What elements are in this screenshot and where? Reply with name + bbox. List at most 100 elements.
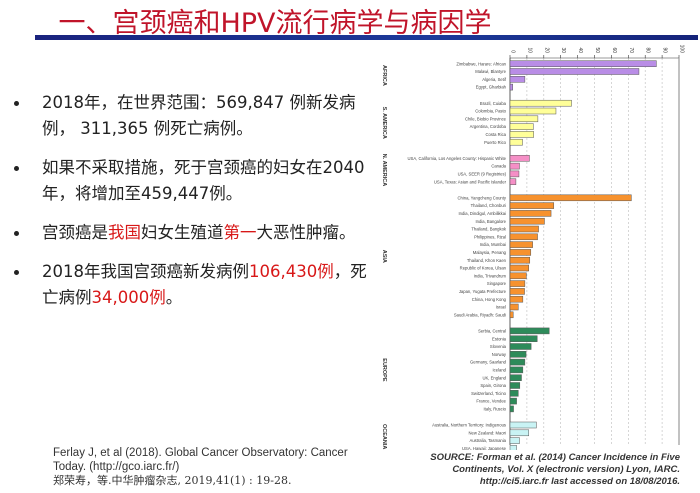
category-label: Thailand, Bangkok [471, 227, 507, 232]
bar [509, 327, 550, 335]
category-label: Australia, Northern Territory: Indigenou… [432, 423, 506, 428]
group-label: S. AMERICA [381, 107, 387, 139]
tick-label: 80 [645, 47, 651, 53]
chart-source: SOURCE: Forman et al. (2014) Cancer Inci… [392, 452, 680, 488]
category-label: Malawi, Blantyre [475, 69, 506, 74]
bullet-list: 2018年，在世界范围：569,847 例新发病例， 311,365 例死亡病例… [14, 90, 374, 324]
group-label: AFRICA [381, 65, 387, 86]
bar [509, 155, 530, 162]
tick-label: 10 [526, 47, 532, 53]
bar [509, 249, 532, 256]
bar [509, 374, 522, 381]
bar [509, 264, 530, 272]
bar [509, 358, 526, 366]
bullet-dot-icon [14, 231, 19, 236]
bullet-dot-icon [14, 101, 19, 106]
tick-label: 60 [611, 47, 617, 53]
title-divider [35, 35, 698, 40]
bar [509, 99, 572, 107]
category-label: Germany, Saarland [470, 360, 507, 365]
bullet-item: 宫颈癌是我国妇女生殖道第一大恶性肿瘤。 [14, 220, 374, 246]
bar [509, 115, 539, 123]
incidence-bar-chart: 0 10 20 30 40 50 60 70 80 90 100 Zimbabwe, Harare: … [381, 45, 685, 450]
bar [509, 225, 539, 233]
reference-2: 郑荣寿，等.中华肿瘤杂志, 2019,41(1) : 19-28. [53, 474, 292, 487]
bar [509, 288, 525, 295]
category-label: USA, Hawaii: Japanese [462, 446, 507, 450]
source-label: SOURCE: [430, 452, 475, 463]
bullet-text: 宫颈癌是 [42, 223, 108, 242]
tick-label: 20 [543, 47, 549, 53]
bullet-dot-icon [14, 166, 19, 171]
category-label: China, Yangcheng County [457, 195, 506, 200]
category-label: India, Dindigul, Ambilikkai [459, 211, 507, 216]
bullet-item: 如果不采取措施，死于宫颈癌的妇女在2040年，将增加至459,447例。 [14, 155, 374, 207]
bar [509, 303, 519, 311]
category-label: Norway [492, 352, 507, 357]
category-label: USA, California, Los Angeles County: His… [408, 156, 507, 161]
category-label: Japan, Yugata Prefecture [459, 289, 507, 294]
bar [509, 210, 552, 217]
slide-title: 一、宫颈癌和HPV流行病学与病因学 [58, 8, 492, 39]
bar [509, 138, 523, 146]
category-label: France, Vendee [476, 399, 506, 404]
bar [509, 351, 527, 358]
category-label: Argentina, Cordoba [470, 124, 507, 129]
bar [509, 76, 526, 83]
highlight-text: 我国 [108, 223, 141, 242]
category-label: Puerto Rico [484, 140, 507, 145]
category-label: India, Bangalore [476, 219, 507, 224]
reference-1: Ferlay J, et al (2018). Global Cancer Ob… [53, 447, 348, 473]
references: Ferlay J, et al (2018). Global Cancer Ob… [53, 446, 378, 488]
highlight-text: 34,000例 [91, 288, 166, 307]
category-label: Costa Rica [486, 132, 507, 137]
bar [509, 256, 531, 264]
category-label: Saudi Arabia, Riyadh: Saudi [454, 312, 506, 317]
category-label: Australia, Tasmania [470, 438, 507, 443]
bullet-text: ，死亡病例 [42, 262, 367, 307]
bar [509, 421, 537, 429]
bar [509, 295, 524, 303]
category-label: China, Hong Kong [472, 297, 507, 302]
bar [509, 382, 521, 389]
category-label: Egypt, Gharbiah [476, 85, 507, 90]
bar [509, 397, 517, 405]
bullet-text: 2018年我国宫颈癌新发病例 [42, 262, 249, 281]
group-label: ASIA [381, 250, 387, 263]
bullet-text: 2018年，在世界范围：569,847 例新发病例， 311,365 例死亡病例… [42, 93, 356, 138]
bar [509, 445, 517, 450]
category-label: Brazil, Cuiaba [480, 101, 507, 106]
tick-label: 40 [577, 47, 583, 53]
bar [509, 311, 514, 319]
bar [509, 60, 657, 67]
bullet-text: 。 [165, 288, 183, 307]
bar [509, 217, 545, 225]
category-label: Slovenia [490, 344, 507, 349]
bar [509, 429, 530, 437]
bar [509, 162, 520, 170]
bullet-text: 如果不采取措施，死于宫颈癌的妇女在2040年，将增加至459,447例。 [42, 158, 365, 203]
category-label: Zimbabwe, Harare: African [456, 61, 506, 66]
bar [509, 123, 534, 130]
category-label: USA, Texas: Asian and Pacific Islander [434, 179, 507, 184]
category-label: India, Trivandrum [474, 273, 507, 278]
bullet-text: 妇女生殖道 [141, 223, 224, 242]
category-label: Estonia [492, 336, 507, 341]
category-label: Iceland [492, 368, 506, 373]
tick-label: 0 [510, 50, 516, 53]
category-label: Singapore [487, 281, 507, 286]
bar [509, 280, 526, 287]
bullet-dot-icon [14, 270, 19, 275]
category-label: Thailand, Khon Kaen [467, 258, 507, 263]
highlight-text: 106,430例 [249, 262, 334, 281]
category-label: Republic of Korea, Ulsan [460, 266, 507, 271]
bar [509, 437, 520, 444]
category-label: New Zealand: Maori [469, 430, 507, 435]
bar [509, 178, 517, 185]
bullet-text: 大恶性肿瘤。 [256, 223, 356, 242]
group-label: OCEANIA [381, 424, 387, 449]
bar [509, 68, 640, 75]
bar [509, 272, 527, 280]
category-label: Malaysia, Penang [473, 250, 507, 255]
category-label: Philippines, Rizal [474, 234, 506, 239]
